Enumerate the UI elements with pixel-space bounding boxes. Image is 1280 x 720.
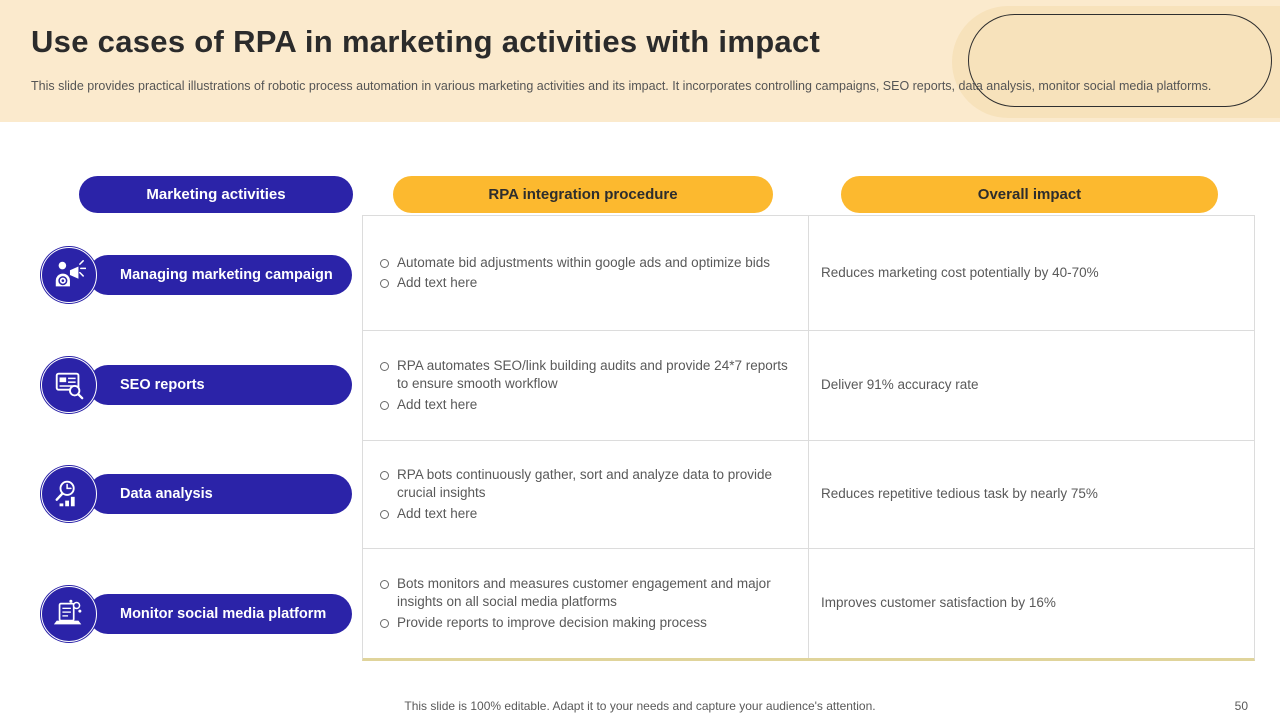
impact-cell: Deliver 91% accuracy rate <box>809 331 1254 441</box>
decorative-pill-outline <box>968 14 1272 107</box>
activity-icon-circle <box>40 356 98 414</box>
procedure-bullet: Provide reports to improve decision maki… <box>375 614 798 632</box>
activity-pill-seo-reports: SEO reports <box>88 365 352 405</box>
impact-cell: Reduces repetitive tedious task by nearl… <box>809 441 1254 549</box>
page-subtitle: This slide provides practical illustrati… <box>31 79 1212 93</box>
impact-cell: Reduces marketing cost potentially by 40… <box>809 216 1254 331</box>
impact-text: Deliver 91% accuracy rate <box>821 377 979 393</box>
impact-text: Improves customer satisfaction by 16% <box>821 595 1056 611</box>
procedure-bullet: Automate bid adjustments within google a… <box>375 254 798 272</box>
procedure-cell: RPA bots continuously gather, sort and a… <box>363 441 809 549</box>
megaphone-person-icon <box>55 260 86 287</box>
activity-pill-monitor-social-media: Monitor social media platform <box>88 594 352 634</box>
procedure-cell: RPA automates SEO/link building audits a… <box>363 331 809 441</box>
title-banner: Use cases of RPA in marketing activities… <box>0 0 1280 122</box>
procedure-bullet: RPA automates SEO/link building audits a… <box>375 357 798 393</box>
activity-icon-circle <box>40 465 98 523</box>
activity-pill-data-analysis: Data analysis <box>88 474 352 514</box>
impact-text: Reduces repetitive tedious task by nearl… <box>821 486 1098 502</box>
column-header-overall-impact: Overall impact <box>841 176 1218 213</box>
browser-search-icon <box>55 372 84 400</box>
impact-cell: Improves customer satisfaction by 16% <box>809 549 1254 658</box>
activity-pill-managing-marketing-campaign: Managing marketing campaign <box>88 255 352 295</box>
page-title: Use cases of RPA in marketing activities… <box>31 24 821 59</box>
procedure-bullet: Add text here <box>375 274 798 292</box>
rpa-impact-table: Automate bid adjustments within google a… <box>362 215 1255 661</box>
procedure-bullet: RPA bots continuously gather, sort and a… <box>375 466 798 502</box>
procedure-bullet: Add text here <box>375 505 798 523</box>
procedure-cell: Bots monitors and measures customer enga… <box>363 549 809 658</box>
activity-icon-circle <box>40 246 98 304</box>
impact-text: Reduces marketing cost potentially by 40… <box>821 264 1099 280</box>
footer-note: This slide is 100% editable. Adapt it to… <box>404 699 876 713</box>
procedure-bullet: Bots monitors and measures customer enga… <box>375 575 798 611</box>
column-header-marketing-activities: Marketing activities <box>79 176 353 213</box>
procedure-bullet: Add text here <box>375 396 798 414</box>
procedure-cell: Automate bid adjustments within google a… <box>363 216 809 331</box>
activity-icon-circle <box>40 585 98 643</box>
laptop-monitoring-icon <box>53 599 82 625</box>
page-number: 50 <box>1234 699 1248 713</box>
magnifier-chart-icon <box>55 480 75 507</box>
column-header-rpa-procedure: RPA integration procedure <box>393 176 773 213</box>
